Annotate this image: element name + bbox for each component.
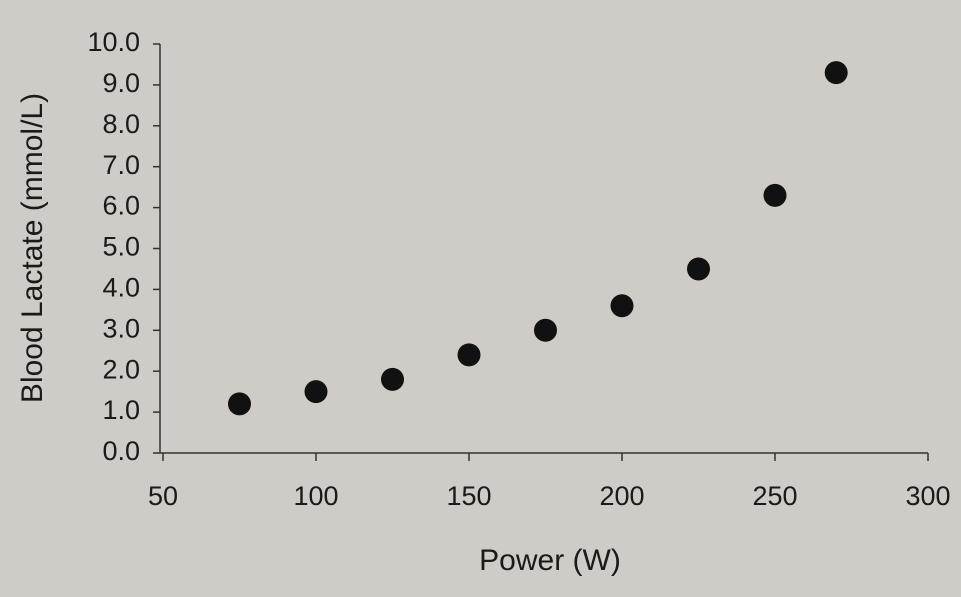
point <box>534 318 557 342</box>
y-tick-label: 2.0 <box>102 354 140 384</box>
y-tick-label: 7.0 <box>102 150 140 180</box>
y-tick-label: 1.0 <box>102 395 140 425</box>
point <box>381 367 404 391</box>
point <box>687 257 710 281</box>
y-axis-title: Blood Lactate (mmol/L) <box>16 93 49 403</box>
y-tick-label: 5.0 <box>102 232 140 262</box>
point <box>610 294 634 318</box>
point <box>457 343 481 367</box>
y-tick-label: 10.0 <box>87 27 140 57</box>
x-tick-label: 150 <box>446 481 491 511</box>
x-tick-label: 200 <box>599 481 644 511</box>
x-tick-label: 100 <box>293 481 338 511</box>
y-tick-label: 9.0 <box>102 68 140 98</box>
x-tick-label: 50 <box>148 481 178 511</box>
x-axis-title: Power (W) <box>479 544 621 577</box>
point <box>763 183 787 207</box>
y-tick-label: 0.0 <box>102 436 140 466</box>
x-tick-label: 300 <box>905 481 950 511</box>
y-tick-label: 6.0 <box>102 191 140 221</box>
point <box>824 61 848 85</box>
y-tick-label: 8.0 <box>102 109 140 139</box>
point <box>304 380 328 404</box>
point <box>228 392 251 416</box>
x-tick-label: 250 <box>752 481 797 511</box>
y-tick-label: 3.0 <box>102 313 140 343</box>
y-tick-label: 4.0 <box>102 273 140 303</box>
